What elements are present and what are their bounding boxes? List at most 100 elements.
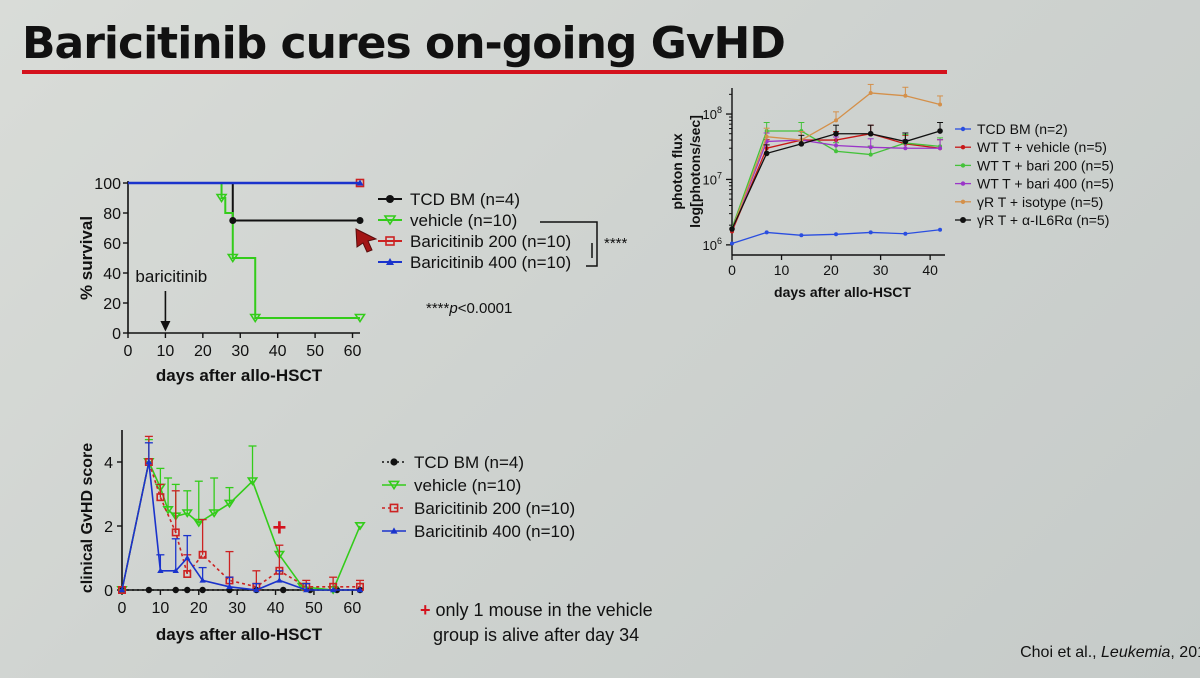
score-point-3 (253, 586, 260, 593)
y-axis-title: % survival (77, 216, 96, 300)
flux-point-4 (834, 118, 839, 123)
flux-point-0 (938, 227, 943, 232)
y-tick-label: 60 (103, 236, 121, 253)
legend-label-1: WT T + vehicle (n=5) (977, 139, 1107, 155)
footnote: + only 1 mouse in the vehicle group is a… (420, 598, 653, 648)
score-point-0 (280, 586, 287, 594)
score-point-1 (246, 477, 259, 486)
flux-point-5 (833, 130, 839, 137)
flux-point-2 (834, 149, 839, 154)
legend-marker-1 (387, 480, 401, 491)
flux-point-0 (903, 231, 908, 236)
flux-point-0 (799, 233, 804, 238)
score-point-3 (276, 577, 283, 583)
legend-marker-2 (960, 163, 966, 168)
x-axis-title: days after allo-HSCT (156, 366, 323, 385)
p-value-note: ****p<0.0001 (426, 300, 512, 317)
x-tick-label: 60 (343, 600, 361, 617)
legend-label-0: TCD BM (n=4) (414, 453, 524, 472)
flux-point-0 (764, 230, 769, 235)
footnote-line-1: only 1 mouse in the vehicle (435, 600, 653, 620)
score-point-0 (145, 586, 153, 594)
legend-label-5: γR T + α-IL6Rα (n=5) (977, 212, 1109, 228)
p-value-symbol: p (448, 300, 457, 317)
legend-label-2: Baricitinib 200 (n=10) (410, 232, 571, 251)
legend-label-3: WT T + bari 400 (n=5) (977, 176, 1114, 192)
pointer-cursor-icon (355, 228, 378, 253)
legend-label-2: WT T + bari 200 (n=5) (977, 157, 1114, 173)
legend-marker-1 (383, 215, 397, 226)
score-point-3 (145, 458, 153, 465)
flux-point-5 (798, 141, 805, 147)
flux-point-4 (938, 102, 943, 107)
arrow-head (160, 321, 171, 332)
title-rule (22, 70, 947, 74)
x-tick-label: 10 (774, 262, 790, 278)
y-tick-label: 2 (104, 519, 113, 536)
legend-label-0: TCD BM (n=4) (410, 190, 520, 209)
x-tick-label: 20 (194, 343, 212, 360)
y-tick-label: 0 (112, 326, 121, 343)
score-point-1 (354, 522, 366, 531)
score-point-3 (172, 567, 179, 573)
legend-marker-5 (960, 217, 966, 223)
score-point-3 (226, 583, 233, 589)
flux-series-0 (731, 229, 941, 245)
vehicle-drop-marker (249, 313, 262, 323)
score-point-3 (356, 586, 364, 593)
x-tick-label: 50 (306, 343, 324, 360)
survival-end-marker-1 (354, 313, 366, 323)
flux-point-4 (903, 93, 908, 98)
legend-marker-0 (386, 195, 394, 203)
score-series-2 (121, 458, 360, 591)
tcd-drop-marker (229, 217, 237, 224)
x-tick-label: 20 (823, 262, 839, 278)
flux-point-3 (938, 146, 943, 151)
x-tick-label: 0 (118, 600, 127, 617)
legend-marker-3 (960, 181, 966, 186)
y-tick-label: 106 (703, 236, 722, 253)
x-tick-label: 0 (728, 262, 736, 278)
significance-stars: **** (604, 235, 628, 252)
score-point-1 (223, 499, 236, 509)
survival-end-marker-0 (356, 217, 364, 224)
score-series-3 (121, 461, 360, 591)
survival-chart: 0 20 40 60 80 100 0 10 20 30 40 50 60 % survival days … (77, 176, 628, 385)
footnote-plus: + (420, 600, 431, 620)
legend-marker-4 (960, 199, 966, 204)
legend-marker-3 (386, 258, 394, 265)
score-point-3 (303, 586, 310, 593)
legend-marker-1 (960, 145, 966, 150)
photon-flux-chart: 106 107 108 0 10 20 30 40 photon flux log[photons… (669, 83, 1114, 300)
x-tick-label: 40 (922, 262, 938, 278)
flux-point-3 (868, 145, 873, 150)
flux-point-4 (868, 90, 873, 95)
vehicle-drop-marker (226, 253, 239, 263)
y-axis-title: clinical GvHD score (79, 443, 96, 593)
score-point-3 (118, 586, 126, 593)
survival-series-0 (128, 182, 360, 222)
flux-point-0 (834, 232, 839, 237)
x-axis-title: days after allo-HSCT (156, 625, 323, 644)
legend-label-2: Baricitinib 200 (n=10) (414, 499, 575, 518)
legend-label-3: Baricitinib 400 (n=10) (410, 253, 571, 272)
baricitinib-annotation: baricitinib (135, 267, 207, 286)
y-tick-label: 107 (703, 170, 722, 187)
x-tick-label: 40 (269, 343, 287, 360)
legend-label-1: vehicle (n=10) (410, 211, 517, 230)
score-point-1 (208, 509, 220, 518)
significance-bracket (540, 221, 598, 267)
score-point-3 (184, 554, 191, 561)
legend-label-0: TCD BM (n=2) (977, 121, 1068, 137)
flux-point-5 (902, 138, 909, 145)
flux-series-3 (731, 139, 941, 231)
p-value: <0.0001 (458, 300, 513, 317)
y-tick-exponent: 7 (717, 170, 722, 180)
score-point-3 (157, 567, 164, 573)
score-point-1 (181, 509, 193, 518)
score-point-0 (199, 586, 206, 594)
flux-point-2 (868, 152, 873, 157)
score-point-2 (183, 570, 192, 579)
survival-series-1 (128, 182, 360, 319)
